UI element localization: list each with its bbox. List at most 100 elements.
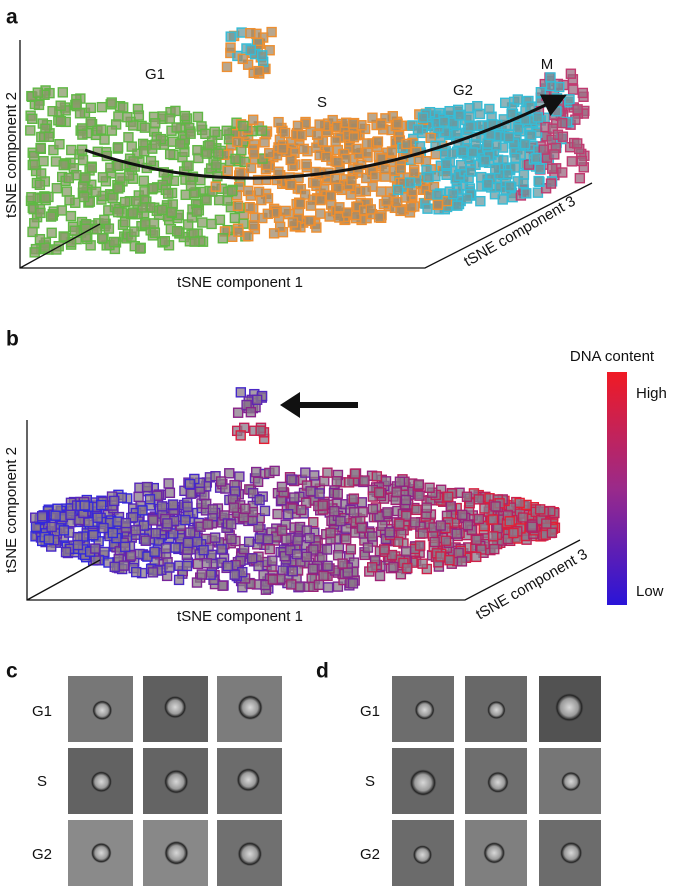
axes xyxy=(19,40,593,269)
cell-point xyxy=(72,539,84,551)
cell-point xyxy=(504,181,516,192)
cell-point xyxy=(374,570,386,582)
cell-point xyxy=(50,510,61,521)
cell-point xyxy=(400,494,412,506)
cell-point xyxy=(98,522,109,534)
cell-point xyxy=(413,479,425,490)
cell-point xyxy=(264,544,275,555)
cell-point xyxy=(321,544,333,555)
colorbar-label: Low xyxy=(636,583,664,600)
cell-point xyxy=(179,110,191,122)
cell-point xyxy=(167,499,179,510)
cell-point xyxy=(453,547,464,559)
cell-point xyxy=(382,507,393,518)
cell-point xyxy=(35,142,46,154)
cell-point xyxy=(521,188,532,199)
cell-point xyxy=(238,511,249,523)
cell-point xyxy=(574,172,586,184)
cell-point xyxy=(192,111,204,123)
cell-point xyxy=(38,155,49,167)
cell-point xyxy=(346,174,357,186)
cell-point xyxy=(217,580,228,591)
cell-point xyxy=(180,514,191,526)
cell-point xyxy=(96,499,107,511)
cell-point xyxy=(545,80,557,92)
cell-point xyxy=(130,196,142,207)
cell-point xyxy=(577,87,589,99)
row-label: G1 xyxy=(32,703,52,720)
cell-point xyxy=(512,94,524,105)
cell-point xyxy=(113,183,124,194)
cell-point xyxy=(254,494,265,506)
cell-point xyxy=(246,553,258,564)
cell-point xyxy=(65,509,76,521)
cell-point xyxy=(268,228,280,239)
cell-point xyxy=(245,406,257,418)
cell-point xyxy=(79,500,90,511)
cell-point xyxy=(337,558,348,569)
cell-point xyxy=(88,530,99,541)
cell-point xyxy=(226,185,238,197)
cell-point xyxy=(118,560,130,571)
cell xyxy=(164,840,189,866)
cell-point xyxy=(46,521,57,533)
cell-point xyxy=(109,561,120,573)
cell-point xyxy=(245,27,256,39)
cell-point xyxy=(298,143,309,155)
cell-point xyxy=(394,476,406,487)
cell-point xyxy=(40,192,51,204)
cell xyxy=(487,771,509,794)
cell-point xyxy=(305,200,317,211)
cell-point xyxy=(345,544,357,555)
cell-point xyxy=(490,501,501,512)
cell-point xyxy=(96,101,108,113)
cell-point xyxy=(304,215,315,226)
cell-point xyxy=(112,142,124,153)
cell-point xyxy=(127,207,138,218)
trajectory-arrow xyxy=(84,94,567,180)
cell-point xyxy=(435,551,446,562)
cell-point xyxy=(557,131,569,142)
cell-point xyxy=(476,171,487,183)
cell-point xyxy=(348,118,359,129)
cell-point xyxy=(175,138,186,150)
cell-point xyxy=(347,578,359,589)
cell-point xyxy=(150,139,161,150)
cell-point xyxy=(343,477,355,488)
cell-point xyxy=(90,186,102,197)
cell-point xyxy=(273,166,284,177)
cell-point xyxy=(201,148,213,159)
cell-point xyxy=(334,202,345,213)
panel-label: c xyxy=(6,660,18,683)
cell-point xyxy=(130,525,142,536)
cell-point xyxy=(119,541,131,553)
cell-point xyxy=(192,144,203,156)
row-label: S xyxy=(365,773,375,790)
cell-point xyxy=(267,555,278,566)
cell-point xyxy=(401,138,412,150)
cell-point xyxy=(119,196,131,208)
cell-point xyxy=(525,130,537,141)
cell-point xyxy=(156,501,168,512)
cell-point xyxy=(29,218,40,229)
cell-point xyxy=(150,118,161,129)
cell-point xyxy=(534,504,546,515)
cell-point xyxy=(90,543,101,554)
cell-point xyxy=(281,534,292,545)
cell-point xyxy=(217,233,229,244)
cell xyxy=(163,769,189,795)
cell-point xyxy=(56,205,67,216)
cell-point xyxy=(140,218,151,229)
cell-point xyxy=(531,152,542,164)
cell-point xyxy=(260,579,271,591)
cell-point xyxy=(209,532,221,543)
cell-point xyxy=(77,181,89,192)
cell-point xyxy=(65,210,77,222)
cell-point xyxy=(164,148,176,160)
cell-point xyxy=(198,544,209,556)
cell-point xyxy=(251,466,262,478)
cell xyxy=(554,692,585,723)
cell xyxy=(163,695,187,719)
cell-point xyxy=(138,175,149,187)
cell-point xyxy=(107,192,118,204)
